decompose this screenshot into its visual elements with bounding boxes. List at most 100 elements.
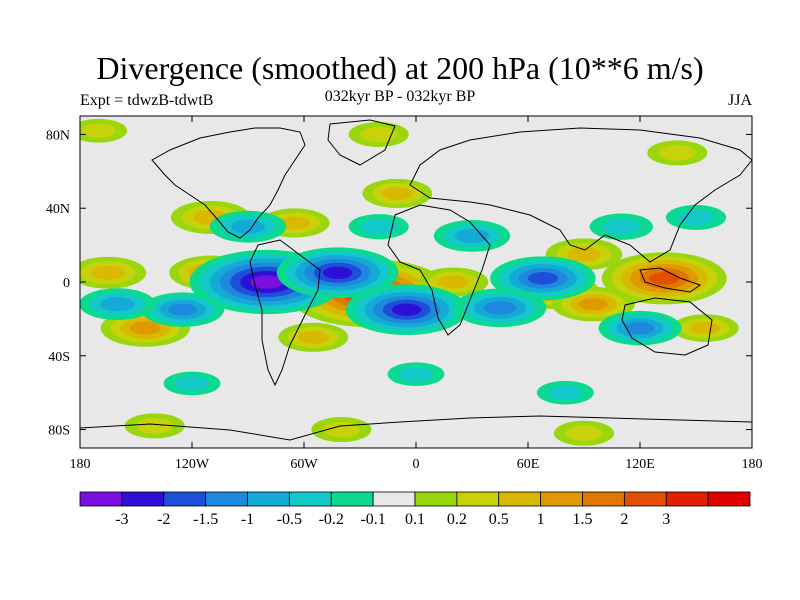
colorbar-label-12: 2 — [620, 511, 628, 528]
x-tick-label-3: 0 — [413, 457, 420, 472]
anomaly-35-level-1 — [81, 123, 117, 139]
anomaly-29-level-1 — [547, 385, 583, 400]
anomaly-33 — [348, 121, 409, 147]
coastlines — [80, 119, 752, 441]
y-tick-label-1: 40N — [46, 202, 70, 217]
colorbar-label-10: 1 — [537, 511, 545, 528]
anomaly-33-level-1 — [360, 126, 398, 143]
anomaly-18-level-3 — [483, 301, 517, 315]
anomaly-6-level-3 — [578, 298, 608, 311]
anomaly-26-level-1 — [360, 218, 398, 235]
anomaly-22-level-2 — [455, 228, 489, 243]
anomaly-32 — [553, 420, 615, 446]
anomaly-1-level-5 — [649, 272, 680, 285]
anomaly-34 — [647, 140, 708, 166]
colorbar-swatch-7 — [372, 491, 416, 507]
season-label: JJA — [727, 92, 752, 109]
anomaly-15-level-5 — [322, 266, 353, 279]
anomaly-12-level-2 — [297, 330, 329, 344]
colorbar-swatch-15 — [707, 491, 751, 507]
anomaly-27 — [387, 362, 445, 387]
colorbar-label-3: -1 — [241, 511, 254, 528]
colorbar-swatch-1 — [121, 491, 165, 507]
y-tick-label-2: 0 — [63, 276, 70, 291]
anomaly-10-level-2 — [567, 247, 601, 262]
anomaly-35 — [80, 118, 128, 143]
colorbar-label-1: -2 — [157, 511, 170, 528]
x-tick-label-1: 120W — [175, 457, 210, 472]
anomaly-22 — [433, 219, 511, 252]
y-tick-label-4: 80S — [48, 424, 70, 439]
anomaly-7 — [170, 200, 251, 235]
anomaly-4-level-2 — [91, 265, 125, 280]
coastline-indonesia — [639, 267, 702, 293]
coastline-north-america — [151, 127, 306, 239]
y-tick-label-0: 80N — [46, 128, 70, 143]
colorbar-swatch-11 — [540, 491, 583, 507]
colorbar-label-4: -0.5 — [277, 511, 302, 528]
anomaly-9-level-2 — [381, 187, 413, 200]
anomaly-24 — [589, 213, 654, 240]
anomaly-21 — [80, 288, 156, 321]
anomaly-28 — [163, 371, 221, 396]
x-tick-label-6: 180 — [742, 457, 763, 472]
coastline-africa — [387, 204, 491, 336]
anomaly-30-level-1 — [136, 418, 174, 434]
anomaly-23-level-2 — [231, 219, 265, 234]
colorbar-label-13: 3 — [662, 511, 670, 528]
anomaly-4 — [80, 256, 147, 289]
anomaly-11 — [418, 267, 489, 297]
x-tick-label-2: 60W — [290, 457, 318, 472]
anomaly-24-level-1 — [601, 218, 641, 235]
chart-title: Divergence (smoothed) at 200 hPa (10**6 … — [96, 50, 704, 86]
anomaly-27-level-1 — [398, 366, 434, 382]
anomaly-17-level-4 — [527, 272, 559, 285]
colorbar-label-9: 0.5 — [489, 511, 509, 528]
anomaly-26 — [348, 214, 409, 240]
anomaly-8-level-2 — [279, 216, 311, 230]
y-tick-label-3: 40S — [48, 350, 70, 365]
colorbar-swatch-10 — [498, 491, 542, 507]
anomaly-25-level-1 — [677, 209, 715, 226]
anomaly-31 — [311, 417, 372, 443]
anomaly-18 — [453, 288, 547, 328]
anomaly-30 — [124, 413, 185, 439]
colorbar-swatch-5 — [288, 491, 332, 507]
colorbar-swatch-8 — [414, 491, 458, 507]
colorbar-label-2: -1.5 — [193, 511, 218, 528]
anomaly-29 — [536, 380, 594, 405]
anomaly-34-level-1 — [658, 145, 696, 161]
colorbar-swatch-12 — [582, 491, 625, 507]
anomaly-13 — [672, 314, 739, 342]
coastline-greenland — [327, 119, 396, 166]
coastline-south-america — [249, 239, 321, 387]
x-tick-label-0: 180 — [70, 457, 91, 472]
anomaly-17 — [490, 256, 596, 301]
anomaly-9 — [362, 178, 433, 209]
colorbar-swatch-4 — [247, 491, 290, 507]
coastline-australia — [621, 297, 713, 356]
anomaly-16-level-5 — [391, 303, 422, 316]
anomaly-28-level-1 — [174, 376, 210, 391]
colorbar-label-0: -3 — [115, 511, 128, 528]
coastline-eurasia — [409, 127, 752, 263]
anomaly-13-level-2 — [690, 321, 721, 335]
colorbar-label-5: -0.2 — [319, 511, 344, 528]
anomaly-25 — [665, 204, 727, 230]
x-tick-label-4: 60E — [517, 457, 540, 472]
period-label: 032kyr BP - 032kyr BP — [324, 88, 476, 105]
colorbar-swatch-2 — [163, 491, 207, 507]
anomaly-11-level-2 — [437, 275, 469, 289]
anomaly-15 — [276, 247, 399, 299]
anomaly-32-level-1 — [565, 425, 603, 441]
divergence-field — [80, 118, 739, 446]
colorbar: -3 -2 -1.5 -1 -0.5 -0.2 -0.1 0.1 0.2 0.5 1 1.5 2 3 — [79, 491, 751, 528]
colorbar-swatch-14 — [665, 491, 709, 507]
map-axes: 180 120W 60W 0 60E 120E 180 80N 40N 0 40S 80S — [46, 116, 763, 472]
anomaly-20 — [141, 292, 225, 327]
colorbar-swatch-6 — [330, 491, 374, 507]
colorbar-label-11: 1.5 — [573, 511, 593, 528]
colorbar-label-6: -0.1 — [360, 511, 385, 528]
colorbar-label-8: 0.2 — [447, 511, 467, 528]
